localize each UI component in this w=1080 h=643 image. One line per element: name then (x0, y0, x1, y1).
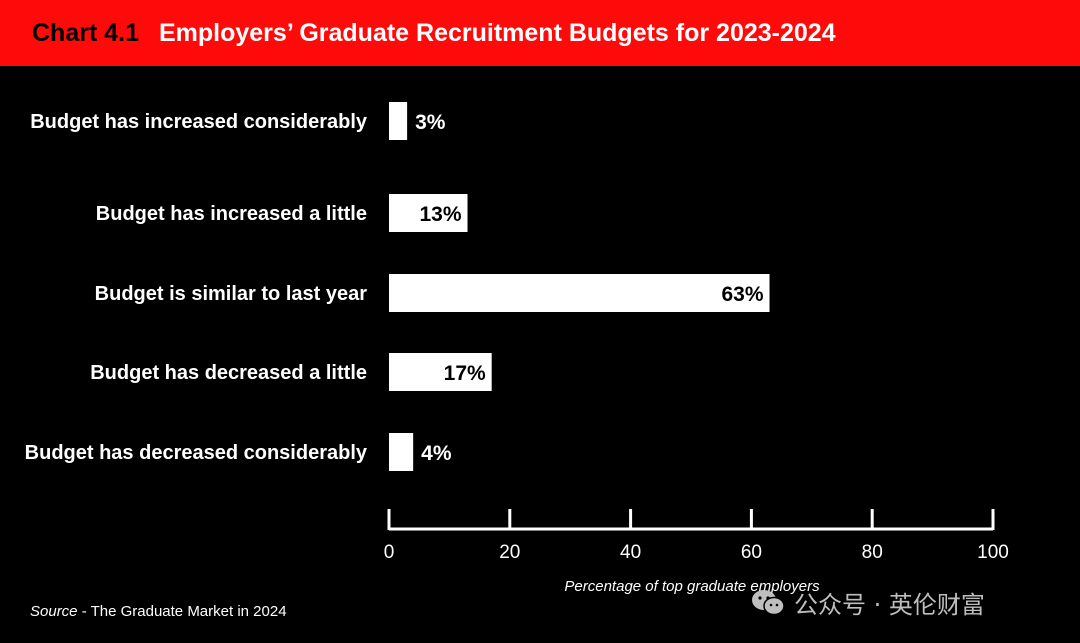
source-label: Source (30, 603, 78, 620)
watermark: 公众号 · 英伦财富 (750, 585, 985, 620)
wechat-icon (752, 589, 785, 615)
x-axis: 0 20 40 60 80 100 (384, 509, 1009, 563)
chart-number: Chart 4.1 (32, 18, 139, 47)
data-label: 4% (421, 442, 452, 465)
category-label: Budget has increased considerably (30, 111, 368, 133)
chart-header: Chart 4.1 Employers’ Graduate Recruitmen… (0, 0, 1080, 66)
x-tick-label: 60 (741, 542, 762, 563)
x-tick-label: 40 (620, 542, 641, 563)
data-label: 63% (721, 283, 763, 306)
category-label: Budget has decreased a little (90, 362, 367, 384)
bar-chart: Budget has increased considerably 3% Budge… (25, 102, 1009, 595)
bar (389, 194, 468, 232)
x-tick-label: 20 (499, 542, 520, 563)
category-label: Budget has increased a little (96, 203, 367, 225)
bar (389, 353, 492, 391)
data-label: 3% (415, 111, 446, 134)
category-label: Budget is similar to last year (95, 283, 368, 305)
data-label: 13% (419, 203, 461, 226)
bars-layer: Budget has increased considerably 3% Budge… (25, 102, 770, 471)
chart-title: Employers’ Graduate Recruitment Budgets … (158, 18, 836, 47)
x-tick-label: 0 (384, 542, 395, 563)
source-note: Source - The Graduate Market in 2024 (30, 603, 287, 620)
x-tick-label: 80 (862, 542, 883, 563)
x-tick-label: 100 (977, 542, 1009, 563)
x-axis-label: Percentage of top graduate employers (564, 578, 820, 595)
watermark-text: 公众号 · 英伦财富 (794, 591, 985, 619)
category-label: Budget has decreased considerably (25, 442, 368, 464)
data-label: 17% (444, 362, 486, 385)
bar (389, 274, 770, 312)
bar (389, 102, 408, 140)
bar (389, 433, 414, 471)
source-text: - The Graduate Market in 2024 (77, 603, 287, 620)
